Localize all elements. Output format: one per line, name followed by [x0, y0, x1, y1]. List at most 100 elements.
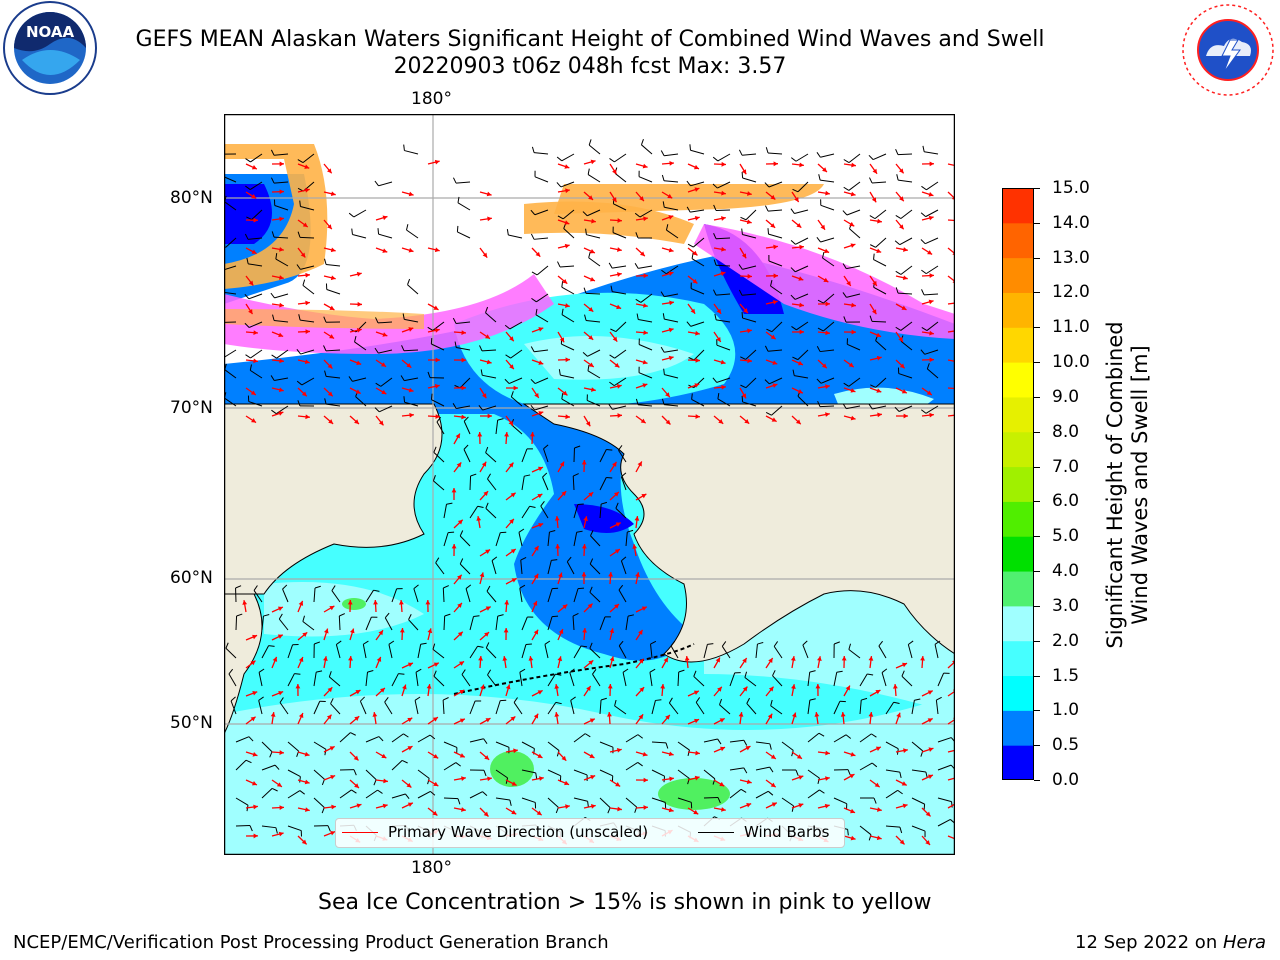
wind-barb: [485, 642, 497, 659]
wave-arrow: [817, 163, 828, 173]
wind-barb: [790, 153, 809, 162]
wind-barb: [391, 733, 409, 743]
wave-arrow: [609, 331, 618, 342]
wind-barb: [413, 584, 419, 603]
wave-arrow: [453, 807, 466, 812]
wind-barb: [878, 640, 887, 659]
wind-barb: [573, 797, 589, 808]
wave-arrow: [453, 631, 464, 641]
wave-arrow: [609, 272, 622, 277]
wave-arrow: [635, 572, 640, 585]
wind-barb: [618, 584, 627, 603]
wave-arrow: [297, 414, 311, 420]
wave-arrow: [869, 779, 881, 788]
wave-arrow: [453, 462, 462, 473]
wind-barb: [374, 180, 393, 187]
wave-arrow: [323, 191, 336, 197]
wind-barb: [457, 196, 471, 211]
wave-arrow: [635, 606, 648, 613]
wave-arrow: [349, 387, 361, 395]
wave-arrow: [453, 718, 466, 725]
colorbar-tick-label: 6.0: [1052, 491, 1080, 512]
wind-barb: [245, 153, 263, 163]
wave-arrow: [583, 718, 596, 725]
wave-arrow: [895, 303, 907, 311]
wind-barb: [670, 640, 679, 659]
wave-arrow: [401, 387, 414, 393]
wave-arrow: [869, 835, 882, 841]
wave-arrow: [791, 803, 804, 809]
wind-barb: [485, 306, 497, 323]
wave-arrow: [245, 415, 257, 424]
wave-arrow: [713, 359, 726, 365]
wind-barb: [313, 797, 325, 814]
wind-barb: [802, 640, 809, 659]
wave-arrow: [843, 387, 856, 393]
wave-arrow: [684, 656, 690, 669]
wave-arrow: [661, 415, 671, 425]
colorbar-segment: [1002, 257, 1034, 293]
aleutian-islands: [453, 643, 695, 695]
wave-arrow: [739, 163, 747, 175]
wave-arrow: [817, 384, 830, 389]
wind-barb: [746, 697, 757, 715]
wave-arrow: [791, 712, 797, 725]
wind-barb: [365, 736, 384, 743]
wave-arrow: [427, 716, 439, 725]
wind-barb: [822, 252, 835, 267]
wave-arrow: [529, 431, 535, 445]
wind-barb: [465, 584, 472, 603]
wave-arrow: [245, 634, 258, 641]
wind-barb: [504, 321, 523, 330]
wave-arrow: [297, 272, 311, 278]
wave-arrow: [297, 807, 310, 812]
wind-barb: [772, 670, 783, 687]
wave-arrow: [868, 656, 874, 669]
wave-arrow: [635, 805, 649, 810]
wind-barb: [330, 698, 341, 715]
wind-barb: [430, 337, 445, 351]
colorbar-tick-mark: [1034, 466, 1040, 468]
wave-arrow: [373, 599, 378, 613]
wave-arrow: [479, 461, 487, 473]
wind-barb: [249, 364, 263, 379]
wind-barb: [790, 293, 809, 300]
wind-barb: [744, 671, 757, 687]
lat-label-70: 70°N: [170, 398, 213, 418]
norton-sound: [574, 504, 634, 533]
wave-arrow: [840, 712, 846, 725]
wave-arrow: [505, 807, 517, 815]
wind-barb: [573, 445, 581, 463]
wave-arrow: [271, 606, 284, 613]
wind-barb: [920, 349, 939, 355]
wind-barb: [634, 263, 653, 269]
wind-barb: [561, 281, 575, 295]
wind-barb: [635, 293, 653, 303]
wave-arrow: [479, 247, 488, 258]
wave-arrow: [739, 219, 752, 225]
wind-barb: [790, 265, 809, 273]
wave-arrow: [869, 218, 882, 224]
wave-arrow: [297, 359, 310, 365]
wind-barb: [436, 416, 445, 435]
wind-barb: [495, 614, 504, 631]
wind-barb: [443, 741, 458, 754]
wind-barb: [297, 231, 315, 239]
wave-arrow: [713, 717, 725, 725]
wave-arrow: [297, 300, 310, 306]
wind-barb: [868, 403, 887, 410]
wind-barb: [843, 316, 861, 323]
wind-barb: [612, 226, 627, 239]
wave-arrow: [713, 216, 726, 221]
wave-arrow: [895, 662, 908, 669]
wind-barb: [287, 673, 301, 687]
wave-arrow: [349, 415, 360, 425]
wave-arrow: [687, 690, 700, 697]
wind-barb: [535, 308, 549, 323]
wind-barb: [313, 741, 327, 756]
wind-barb: [520, 556, 527, 575]
colorbar-segment: [1002, 571, 1034, 607]
wind-barb: [859, 673, 874, 687]
wave-arrow: [271, 690, 284, 697]
wind-barb: [521, 769, 538, 779]
